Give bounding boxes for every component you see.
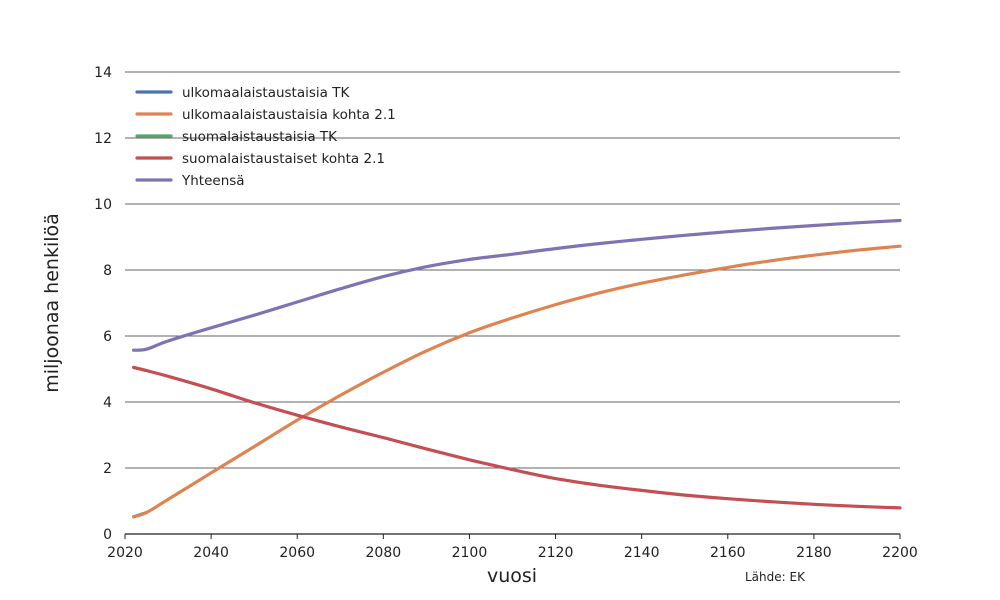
x-tick-label: 2160: [710, 545, 746, 561]
y-tick-label: 2: [103, 461, 112, 477]
x-tick-label: 2060: [279, 545, 315, 561]
legend-label: suomalaistaustaiset kohta 2.1: [182, 151, 385, 167]
x-tick-label: 2180: [796, 545, 832, 561]
series-lines: [132, 218, 902, 519]
y-tick-label: 12: [94, 131, 112, 147]
y-axis-title: miljoonaa henkilöä: [41, 213, 63, 393]
y-tick-label: 10: [94, 197, 112, 213]
y-tick-label: 6: [103, 329, 112, 345]
y-tick-label: 14: [94, 65, 112, 81]
series-line-2: [132, 244, 902, 519]
legend-label: ulkomaalaistaustaisia kohta 2.1: [182, 107, 396, 123]
series-line-4: [132, 365, 902, 510]
source-note: Lähde: EK: [745, 570, 806, 584]
y-tick-label: 8: [103, 263, 112, 279]
y-tick-label: 4: [103, 395, 112, 411]
x-tick-label: 2080: [366, 545, 402, 561]
y-tick-label: 0: [103, 527, 112, 543]
x-tick-label: 2200: [882, 545, 918, 561]
y-axis-ticks: 0 2 4 6 8 10 12 14: [94, 65, 112, 543]
legend-label: suomalaistaustaisia TK: [182, 129, 338, 145]
series-line-5: [132, 218, 902, 352]
x-axis-ticks: 2020 2040 2060 2080 2100 2120 2140 2160 2180 2200: [107, 534, 918, 561]
x-tick-label: 2140: [624, 545, 660, 561]
x-tick-label: 2120: [538, 545, 574, 561]
x-axis-title: vuosi: [487, 565, 537, 587]
x-tick-label: 2100: [452, 545, 488, 561]
legend-label: Yhteensä: [181, 173, 245, 189]
legend-label: ulkomaalaistaustaisia TK: [182, 85, 350, 101]
legend: ulkomaalaistaustaisia TK ulkomaalaistaust…: [135, 85, 396, 189]
x-tick-label: 2020: [107, 545, 143, 561]
x-tick-label: 2040: [193, 545, 229, 561]
